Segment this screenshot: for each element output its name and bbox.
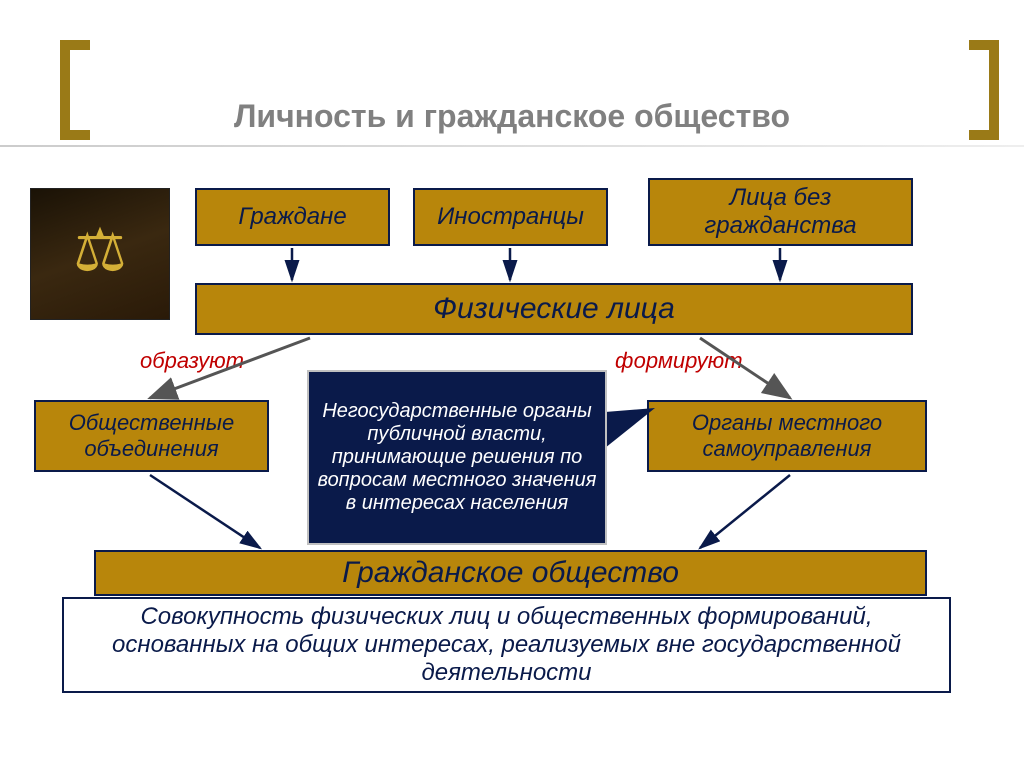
scales-icon [65,209,135,299]
node-stateless: Лица без гражданства [648,178,913,246]
node-citizens: Граждане [195,188,390,246]
node-associations: Общественные объединения [34,400,269,472]
edge-label-right: формируют [615,348,743,374]
node-civil-society: Гражданское общество [94,550,927,596]
justice-image [30,188,170,320]
edge-label-left: образуют [140,348,244,374]
node-callout: Негосударственные органы публичной власт… [307,370,607,545]
title-rule [0,145,1024,147]
node-foreigners: Иностранцы [413,188,608,246]
page-title: Личность и гражданское общество [0,98,1024,135]
node-description: Совокупность физических лиц и общественн… [62,597,951,693]
node-individuals: Физические лица [195,283,913,335]
node-self-government: Органы местного самоуправления [647,400,927,472]
